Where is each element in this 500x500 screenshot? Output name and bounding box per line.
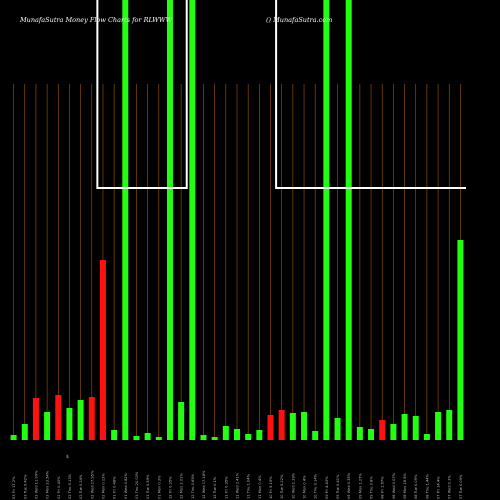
- x-tick-label: 10 Fri 5.19%: [269, 476, 273, 499]
- price-line-layer: [96, 0, 466, 189]
- money-flow-bar: [21, 424, 28, 440]
- x-tick-label: 02 Fri 0.43%: [57, 476, 61, 499]
- x-tick-label: 09 Wed 0.35%: [347, 472, 351, 499]
- x-tick-label: 09 Mon 1.27%: [358, 473, 362, 499]
- x-tick-label: 12 Thu 0.65%: [191, 473, 195, 499]
- money-flow-bar: [88, 397, 95, 440]
- money-flow-bar: [178, 402, 185, 440]
- x-tick-label: 11 Mon 0.4%: [258, 475, 262, 499]
- money-flow-bar: [32, 398, 39, 440]
- money-flow-bar: [301, 412, 308, 440]
- money-flow-bar: [289, 413, 296, 440]
- money-flow-bar: [144, 433, 151, 440]
- money-flow-bar: [390, 424, 397, 440]
- money-flow-bar: [334, 418, 341, 440]
- money-flow-bar: [122, 0, 129, 440]
- x-tick-label: 01 Fri 0.48%: [113, 476, 117, 499]
- chart-title: MunafaSutra Money Flow Charts for RLWWW: [20, 16, 173, 24]
- money-flow-bar: [457, 240, 464, 440]
- money-flow-bar: [211, 437, 218, 440]
- money-flow-bar: [379, 420, 386, 440]
- x-tick-label: 01 Wed 0.82%: [124, 472, 128, 499]
- money-flow-bar: [111, 430, 118, 440]
- money-flow-bar: [189, 0, 196, 440]
- money-flow-bar: [323, 0, 330, 440]
- money-flow-bar: [133, 436, 140, 440]
- money-flow-bar: [166, 0, 173, 440]
- x-tick-label: 02 Thu 0.13%: [68, 473, 72, 499]
- money-flow-bar: [66, 408, 73, 440]
- x-tick-label: 02 Mon 0.13%: [101, 473, 105, 499]
- x-tick-label: 01 Thu 20.03%: [135, 471, 139, 499]
- money-flow-bar: [245, 434, 252, 440]
- x-tick-label: 07 Tue 0.09%: [459, 474, 463, 499]
- money-flow-bar: [222, 426, 229, 440]
- bar-layer: [10, 0, 464, 440]
- money-flow-bar: [412, 416, 419, 440]
- x-tick-label: 01 Mon 0.3%: [157, 475, 161, 499]
- x-tick-label: 12 Tue 0.1%: [213, 476, 217, 499]
- money-flow-bar: [155, 437, 162, 440]
- x-tick-label: 11 Thu 1.04%: [247, 473, 251, 499]
- money-flow-bar: [423, 434, 430, 440]
- x-tick-label: 03 Fri 17.2%: [12, 476, 16, 499]
- x-tick-label: 10 Mon 0.4%: [303, 475, 307, 499]
- money-flow-bar: [345, 0, 352, 440]
- price-line: [96, 0, 466, 189]
- x-tick-label: 12 Fri 0.35%: [168, 476, 172, 499]
- x-tick-label: 01 Tue 0.59%: [146, 474, 150, 499]
- x-tick-label: 10 Thu 0.14%: [314, 473, 318, 499]
- money-flow-bar: [44, 412, 51, 440]
- x-tick-label: 08 Wed 0.07%: [392, 472, 396, 499]
- money-flow-bar: [435, 412, 442, 440]
- x-tick-label: 03 Tue 0.42%: [23, 474, 27, 499]
- money-flow-bar: [55, 395, 62, 440]
- money-flow-bar: [312, 431, 319, 440]
- site-credit: () MunafaSutra.com: [266, 16, 333, 24]
- x-tick-label: 08 Tue 0.09%: [414, 474, 418, 499]
- money-flow-bar: [99, 260, 106, 440]
- money-flow-bar: [77, 400, 84, 440]
- x-tick-label: 09 Thu 0.8%: [370, 476, 374, 499]
- x-tick-label: 07 Wed 0.3%: [448, 475, 452, 499]
- money-flow-bar: [278, 410, 285, 440]
- money-flow-bar: [368, 429, 375, 440]
- x-tick-label: 11 Fri 0.35%: [224, 476, 228, 499]
- x-tick-label: 08 Mon 18.5%: [403, 473, 407, 499]
- grid-layer: [13, 84, 461, 440]
- x-tick-label: 02 Tue 0.24%: [79, 474, 83, 499]
- x-tick-label: 09 Tue 0.41%: [336, 474, 340, 499]
- money-flow-bar: [267, 415, 274, 440]
- money-flow-bar: [234, 429, 240, 440]
- tick-layer: $03 Fri 17.2% 03 Tue 0.42% 03 Wed 11.99% 03…: [12, 454, 463, 499]
- money-flow-bar: [446, 410, 453, 440]
- money-flow-bar: [200, 435, 207, 440]
- x-tick-label: 03 Mon 23.54%: [46, 470, 50, 499]
- money-flow-bar: [356, 427, 363, 440]
- money-flow-bar: [256, 430, 263, 440]
- x-tick-label: 11 Wed 2.41%: [236, 472, 240, 499]
- x-tick-label: 10 Tue 5.22%: [280, 474, 284, 499]
- x-tick-label: 03 Wed 11.99%: [34, 470, 38, 499]
- x-tick-label: 12 Mon 2.01%: [180, 473, 184, 499]
- currency-marker: $: [66, 454, 69, 460]
- x-tick-label: 12 Wed 17.18%: [202, 470, 206, 499]
- x-tick-label: 10 Wed 2.39%: [291, 472, 295, 499]
- x-tick-label: 02 Wed 27.95%: [90, 470, 94, 499]
- money-flow-bar: [401, 414, 408, 440]
- x-tick-label: 08 Fri 1.67%: [381, 476, 385, 499]
- money-flow-bar: [10, 435, 17, 440]
- x-tick-label: 07 Fri 14.4%: [437, 476, 441, 499]
- x-tick-label: 08 Thu 1.44%: [425, 473, 429, 499]
- x-tick-label: 09 Fri 4.43%: [325, 476, 329, 499]
